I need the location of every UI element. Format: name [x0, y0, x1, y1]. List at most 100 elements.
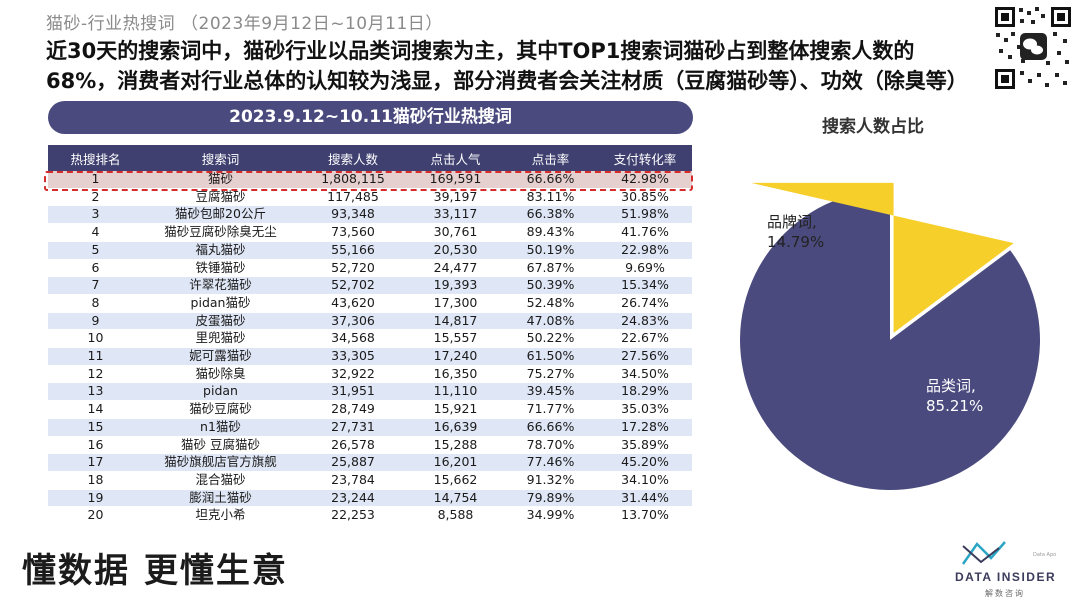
- data-insider-logo: Data Apo DATA INSIDER 解数咨询: [955, 536, 1065, 600]
- table-row: 11 妮可露猫砂 33,305 17,240 61.50% 27.56%: [48, 347, 692, 366]
- ctr-cell: 66.38%: [503, 205, 598, 225]
- rank-cell: 8: [48, 294, 143, 313]
- clicks-cell: 30,761: [408, 223, 503, 242]
- rank-cell: 14: [48, 400, 143, 419]
- table-row: 4 猫砂豆腐砂除臭无尘 73,560 30,761 89.43% 41.76%: [48, 223, 692, 242]
- rank-cell: 11: [48, 347, 143, 366]
- ctr-cell: 50.19%: [503, 241, 598, 260]
- rank-cell: 2: [48, 188, 143, 207]
- searchers-cell: 52,702: [298, 276, 408, 295]
- keyword-cell: 皮蛋猫砂: [143, 312, 298, 331]
- rank-cell: 19: [48, 489, 143, 508]
- keyword-cell: 猫砂: [143, 171, 298, 189]
- col-keyword-header: 搜索词: [143, 145, 298, 171]
- ctr-cell: 79.89%: [503, 489, 598, 508]
- clicks-cell: 19,393: [408, 276, 503, 295]
- col-rank-header: 热搜排名: [48, 145, 143, 171]
- clicks-cell: 16,350: [408, 365, 503, 384]
- hot-search-table: 热搜排名 搜索词 搜索人数 点击人气 点击率 支付转化率 1 猫砂 1,808,11…: [48, 145, 692, 526]
- slogan: 懂数据 更懂生意: [22, 551, 288, 591]
- table-row: 20 坦克小希 22,253 8,588 34.99% 13.70%: [48, 506, 692, 526]
- searchers-cell: 73,560: [298, 223, 408, 242]
- ctr-cell: 66.66%: [503, 418, 598, 437]
- logo-name: DATA INSIDER: [955, 570, 1057, 584]
- clicks-cell: 33,117: [408, 205, 503, 225]
- conversion-cell: 45.20%: [598, 453, 692, 472]
- clicks-cell: 15,921: [408, 400, 503, 419]
- search-share-pie-chart: 品牌词, 14.79% 品类词, 85.21%: [740, 182, 1040, 490]
- searchers-cell: 23,784: [298, 471, 408, 490]
- searchers-cell: 34,568: [298, 329, 408, 349]
- logo-chinese-name: 解数咨询: [985, 589, 1025, 598]
- searchers-cell: 22,253: [298, 506, 408, 526]
- rank-cell: 3: [48, 205, 143, 225]
- searchers-cell: 52,720: [298, 259, 408, 278]
- ctr-cell: 78.70%: [503, 436, 598, 455]
- rank-cell: 15: [48, 418, 143, 437]
- keyword-cell: 妮可露猫砂: [143, 347, 298, 366]
- conversion-cell: 31.44%: [598, 489, 692, 508]
- table-row: 10 里兜猫砂 34,568 15,557 50.22% 22.67%: [48, 329, 692, 349]
- data-insider-logo-icon: [961, 541, 1006, 565]
- ctr-cell: 71.77%: [503, 400, 598, 419]
- rank-cell: 7: [48, 276, 143, 295]
- searchers-cell: 43,620: [298, 294, 408, 313]
- clicks-cell: 15,662: [408, 471, 503, 490]
- conversion-cell: 27.56%: [598, 347, 692, 366]
- searchers-cell: 25,887: [298, 453, 408, 472]
- clicks-cell: 17,240: [408, 347, 503, 366]
- conversion-cell: 30.85%: [598, 188, 692, 207]
- clicks-cell: 17,300: [408, 294, 503, 313]
- clicks-cell: 14,754: [408, 489, 503, 508]
- rank-cell: 18: [48, 471, 143, 490]
- clicks-cell: 15,288: [408, 436, 503, 455]
- keyword-cell: 猫砂豆腐砂: [143, 400, 298, 419]
- keyword-cell: 猫砂豆腐砂除臭无尘: [143, 223, 298, 242]
- keyword-cell: pidan: [143, 382, 298, 402]
- rank-cell: 6: [48, 259, 143, 278]
- table-header-row: 热搜排名 搜索词 搜索人数 点击人气 点击率 支付转化率: [48, 145, 692, 171]
- keyword-cell: 膨润土猫砂: [143, 489, 298, 508]
- conversion-cell: 34.50%: [598, 365, 692, 384]
- searchers-cell: 31,951: [298, 382, 408, 402]
- conversion-cell: 26.74%: [598, 294, 692, 313]
- rank-cell: 5: [48, 241, 143, 260]
- ctr-cell: 34.99%: [503, 506, 598, 526]
- searchers-cell: 1,808,115: [298, 171, 408, 189]
- ctr-cell: 89.43%: [503, 223, 598, 242]
- ctr-cell: 91.32%: [503, 471, 598, 490]
- ctr-cell: 77.46%: [503, 453, 598, 472]
- conversion-cell: 9.69%: [598, 259, 692, 278]
- logo-tiny-text: Data Apo: [1033, 552, 1057, 558]
- clicks-cell: 39,197: [408, 188, 503, 207]
- page-subtitle: 猫砂-行业热搜词 （2023年9月12日~10月11日）: [46, 14, 443, 34]
- ctr-cell: 67.87%: [503, 259, 598, 278]
- conversion-cell: 24.83%: [598, 312, 692, 331]
- conversion-cell: 34.10%: [598, 471, 692, 490]
- conversion-cell: 13.70%: [598, 506, 692, 526]
- rank-cell: 1: [48, 171, 143, 189]
- keyword-cell: 里兜猫砂: [143, 329, 298, 349]
- keyword-cell: 豆腐猫砂: [143, 188, 298, 207]
- clicks-cell: 16,201: [408, 453, 503, 472]
- pie-slice-brand: [751, 182, 1014, 333]
- ctr-cell: 47.08%: [503, 312, 598, 331]
- table-row: 12 猫砂除臭 32,922 16,350 75.27% 34.50%: [48, 365, 692, 384]
- pie-chart-title: 搜索人数占比: [822, 117, 924, 137]
- rank-cell: 12: [48, 365, 143, 384]
- pie-value-category: 85.21%: [926, 397, 983, 415]
- keyword-cell: 猫砂除臭: [143, 365, 298, 384]
- searchers-cell: 27,731: [298, 418, 408, 437]
- keyword-cell: 坦克小希: [143, 506, 298, 526]
- conversion-cell: 41.76%: [598, 223, 692, 242]
- conversion-cell: 22.67%: [598, 329, 692, 349]
- pie-label-category: 品类词,: [926, 377, 976, 395]
- rank-cell: 16: [48, 436, 143, 455]
- searchers-cell: 28,749: [298, 400, 408, 419]
- ctr-cell: 39.45%: [503, 382, 598, 402]
- clicks-cell: 24,477: [408, 259, 503, 278]
- table-row: 17 猫砂旗舰店官方旗舰 25,887 16,201 77.46% 45.20%: [48, 453, 692, 472]
- conversion-cell: 51.98%: [598, 205, 692, 225]
- table-row: 6 铁锤猫砂 52,720 24,477 67.87% 9.69%: [48, 259, 692, 278]
- conversion-cell: 17.28%: [598, 418, 692, 437]
